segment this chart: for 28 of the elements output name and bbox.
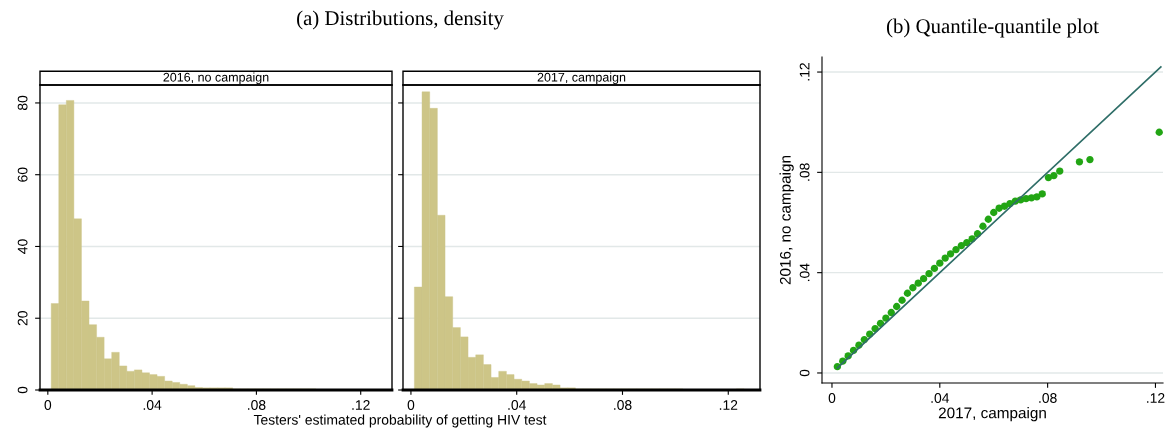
y-tick-label: 20 <box>17 311 28 326</box>
x-tick-label: 0 <box>828 393 836 403</box>
x-tick-label: .08 <box>248 400 266 410</box>
y-tick-label: 0 <box>17 386 28 394</box>
x-tick-label: .04 <box>508 400 526 410</box>
x-tick-label: .12 <box>719 400 738 410</box>
chart-title: 2017, campaign <box>537 72 626 85</box>
y-axis-title: 2016, no campaign <box>779 156 794 285</box>
y-tick-label: .12 <box>799 63 810 81</box>
text: (a) Distributions, density <box>297 10 504 30</box>
x-tick-label: .08 <box>614 400 632 410</box>
x-tick-label: .12 <box>352 400 370 410</box>
y-tick-label: 40 <box>17 239 28 254</box>
y-tick-label: .08 <box>799 163 810 181</box>
chart-title: 2016, no campaign <box>163 72 269 85</box>
chart-title: (b) Quantile-quantile plot <box>886 18 1099 38</box>
y-tick-label: 0 <box>799 369 810 377</box>
x-tick-label: 0 <box>44 400 52 410</box>
x-tick-label: .08 <box>1039 393 1057 403</box>
y-tick-label: 60 <box>17 167 28 182</box>
y-tick-label: .04 <box>799 263 810 282</box>
x-tick-label: 0 <box>407 400 415 410</box>
x-axis-title: Testers' estimated probability of getting HIV test <box>253 414 547 428</box>
x-tick-label: .04 <box>931 393 950 403</box>
x-axis-title: 2017, campaign <box>938 407 1046 422</box>
y-tick-label: 80 <box>17 95 28 111</box>
x-tick-label: .04 <box>143 400 162 410</box>
x-tick-label: .12 <box>1147 393 1165 403</box>
